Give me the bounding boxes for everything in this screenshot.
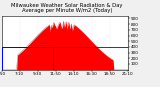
Text: Milwaukee Weather Solar Radiation & Day Average per Minute W/m2 (Today): Milwaukee Weather Solar Radiation & Day …: [12, 3, 123, 13]
Bar: [2, 47, 53, 70]
